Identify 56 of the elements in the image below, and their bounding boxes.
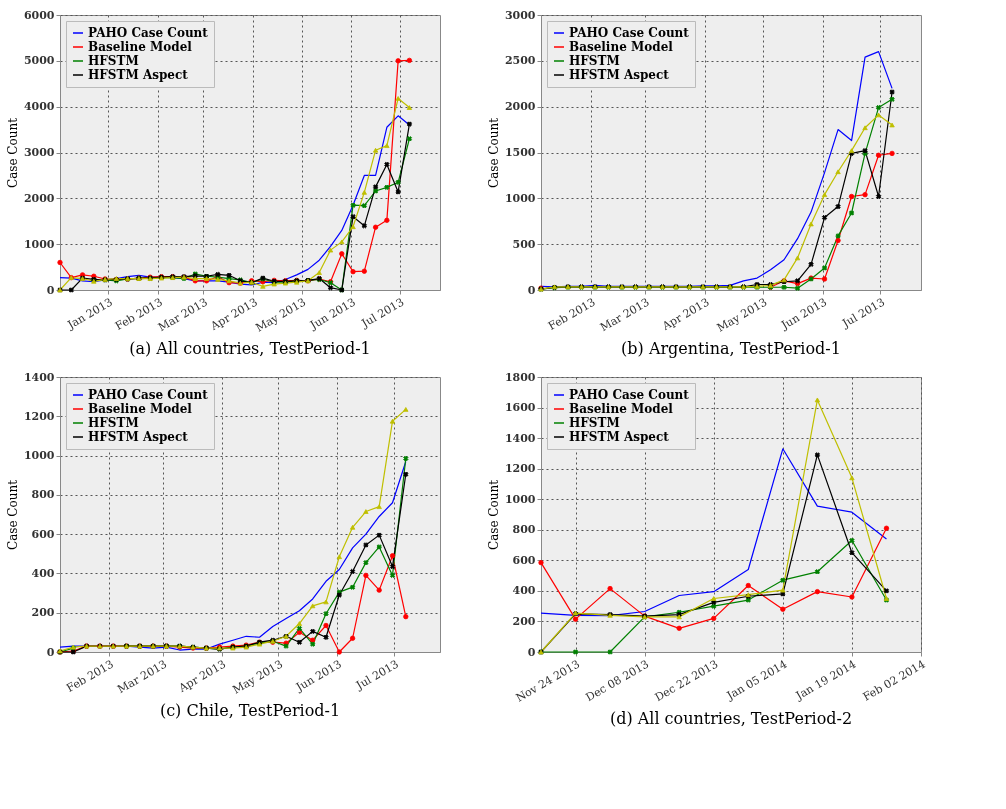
y-tick-label: 1800 bbox=[504, 370, 536, 384]
legend-label: HFSTM bbox=[88, 416, 139, 430]
y-tick-label: 6000 bbox=[23, 8, 55, 22]
legend-label: PAHO Case Count bbox=[569, 26, 690, 40]
y-tick-label: 0 bbox=[527, 283, 536, 297]
y-axis-title: Case Count bbox=[5, 117, 20, 189]
y-tick-label: 1000 bbox=[23, 237, 55, 251]
text: (c) Chile, TestPeriod-1 bbox=[159, 701, 341, 721]
y-tick-label: 3000 bbox=[23, 146, 55, 159]
y-tick-label: 2000 bbox=[23, 191, 55, 205]
y-tick-label: 1000 bbox=[23, 449, 55, 463]
y-tick-label: 600 bbox=[512, 553, 536, 567]
text: (a) All countries, TestPeriod-1 bbox=[129, 339, 371, 359]
legend-label: Baseline Model bbox=[88, 402, 193, 416]
y-tick-label: 200 bbox=[512, 614, 536, 628]
y-tick-label: 200 bbox=[31, 606, 55, 620]
text: (d) All countries, TestPeriod-2 bbox=[609, 709, 853, 729]
y-tick-label: 0 bbox=[527, 645, 536, 659]
legend-label: PAHO Case Count bbox=[569, 388, 690, 402]
legend-label: PAHO Case Count bbox=[88, 388, 209, 402]
y-tick-label: 1400 bbox=[23, 370, 55, 384]
y-axis-title: Case Count bbox=[486, 117, 501, 189]
y-tick-label: 1500 bbox=[504, 146, 536, 159]
legend-label: Baseline Model bbox=[569, 40, 674, 54]
legend-label: HFSTM bbox=[569, 54, 620, 68]
legend-label: HFSTM Aspect bbox=[88, 430, 189, 444]
y-tick-label: 5000 bbox=[23, 54, 55, 68]
legend-label: Baseline Model bbox=[569, 402, 674, 416]
y-tick-label: 3000 bbox=[504, 8, 536, 22]
y-tick-label: 4000 bbox=[23, 100, 55, 114]
legend-label: HFSTM Aspect bbox=[88, 68, 189, 82]
legend-label: HFSTM bbox=[88, 54, 139, 68]
y-tick-label: 1600 bbox=[504, 401, 536, 415]
y-tick-label: 2500 bbox=[504, 54, 536, 68]
legend-label: HFSTM Aspect bbox=[569, 68, 670, 82]
y-axis-title: Case Count bbox=[486, 479, 501, 551]
y-tick-label: 1000 bbox=[504, 492, 536, 506]
y-tick-label: 1200 bbox=[504, 462, 536, 476]
y-tick-label: 0 bbox=[46, 645, 55, 659]
y-axis-title: Case Count bbox=[5, 479, 20, 551]
text: (b) Argentina, TestPeriod-1 bbox=[621, 339, 841, 359]
y-tick-label: 1400 bbox=[504, 431, 536, 445]
y-tick-label: 1000 bbox=[504, 191, 536, 205]
legend-label: Baseline Model bbox=[88, 40, 193, 54]
y-tick-label: 400 bbox=[31, 566, 55, 580]
y-tick-label: 800 bbox=[512, 523, 536, 537]
y-tick-label: 0 bbox=[46, 283, 55, 297]
y-tick-label: 600 bbox=[31, 527, 55, 541]
y-tick-label: 1200 bbox=[23, 409, 55, 423]
legend-label: PAHO Case Count bbox=[88, 26, 209, 40]
legend-label: HFSTM bbox=[569, 416, 620, 430]
y-tick-label: 2000 bbox=[504, 100, 536, 114]
legend-label: HFSTM Aspect bbox=[569, 430, 670, 444]
y-tick-label: 500 bbox=[512, 237, 536, 251]
y-tick-label: 400 bbox=[512, 584, 536, 598]
y-tick-label: 800 bbox=[31, 488, 55, 502]
